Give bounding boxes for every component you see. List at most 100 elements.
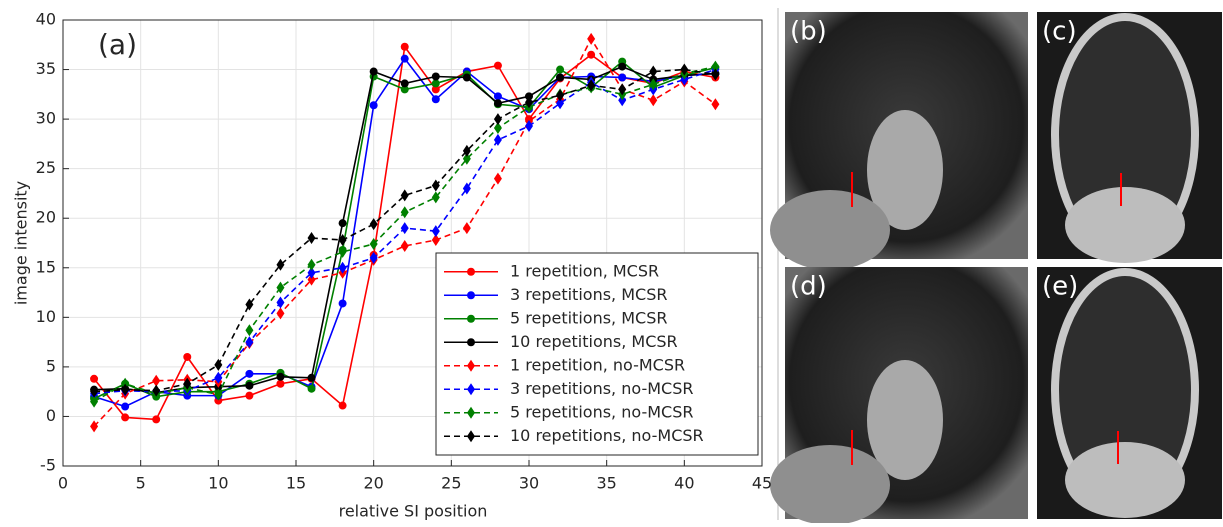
data-point	[307, 232, 316, 245]
data-point	[90, 395, 99, 408]
y-tick-label: 40	[36, 10, 56, 29]
data-point	[369, 218, 378, 231]
legend-marker	[467, 359, 475, 372]
x-tick-label: 5	[136, 474, 146, 493]
data-point	[214, 358, 223, 371]
data-point	[183, 377, 192, 390]
data-point	[245, 336, 254, 349]
data-point	[245, 324, 254, 337]
legend-label: 10 repetitions, no-MCSR	[510, 426, 704, 445]
data-point	[493, 99, 502, 108]
data-point	[338, 401, 347, 410]
x-tick-label: 20	[363, 474, 383, 493]
data-point	[90, 385, 99, 398]
data-point	[276, 307, 285, 320]
data-point	[431, 234, 440, 247]
y-tick-label: -5	[40, 456, 56, 475]
panel-label: (c)	[1042, 17, 1077, 47]
data-point	[711, 68, 720, 81]
data-point	[462, 73, 471, 82]
data-point	[121, 402, 130, 411]
data-point	[649, 78, 658, 91]
data-point	[152, 415, 161, 424]
legend-label: 3 repetitions, no-MCSR	[510, 379, 693, 398]
data-point	[183, 352, 192, 361]
data-point	[121, 413, 130, 422]
legend-marker	[467, 314, 475, 323]
data-point	[618, 62, 627, 71]
data-point	[493, 172, 502, 185]
data-point	[431, 72, 440, 81]
data-point	[214, 371, 223, 384]
data-point	[711, 60, 720, 73]
data-point	[587, 79, 596, 92]
image-b: (b)	[770, 12, 1028, 270]
data-point	[400, 79, 409, 88]
data-point	[556, 65, 565, 74]
legend-marker	[467, 338, 475, 347]
data-point	[556, 89, 565, 102]
series-line	[94, 68, 716, 393]
data-point	[556, 97, 565, 110]
data-point	[276, 372, 285, 381]
data-point	[525, 120, 533, 133]
data-point	[525, 96, 533, 109]
data-point	[618, 73, 627, 82]
data-point	[649, 65, 658, 78]
data-point	[245, 381, 254, 390]
data-point	[338, 261, 347, 274]
x-tick-label: 25	[441, 474, 461, 493]
legend-marker	[467, 267, 475, 276]
image-d: (d)	[770, 267, 1028, 525]
data-point	[400, 222, 409, 235]
data-point	[556, 73, 565, 82]
legend-label: 3 repetitions, MCSR	[510, 285, 667, 304]
data-point	[307, 266, 316, 279]
panel-label: (d)	[790, 272, 827, 302]
x-tick-label: 45	[752, 474, 772, 493]
data-point	[400, 42, 409, 51]
data-point	[245, 298, 254, 311]
data-point	[245, 369, 254, 378]
data-point	[121, 383, 130, 396]
legend-label: 1 repetition, no-MCSR	[510, 355, 685, 374]
legend-marker	[467, 383, 475, 396]
legend-box	[435, 252, 759, 456]
data-point	[431, 79, 440, 88]
image-c: (c)	[1037, 12, 1222, 263]
legend-marker	[467, 430, 475, 443]
data-point	[307, 384, 316, 393]
y-tick-label: 35	[36, 59, 56, 78]
data-point	[649, 94, 658, 107]
y-tick-label: 20	[36, 208, 56, 227]
data-point	[431, 85, 440, 94]
x-tick-label: 30	[519, 474, 539, 493]
data-point	[493, 61, 502, 70]
data-point	[400, 85, 409, 94]
panel-label: (e)	[1042, 272, 1078, 302]
image-e: (e)	[1037, 267, 1222, 519]
data-point	[587, 32, 596, 45]
plot-frame	[62, 19, 763, 467]
data-point	[276, 296, 285, 309]
y-tick-label: 30	[36, 109, 56, 128]
data-point	[493, 122, 502, 135]
x-tick-label: 0	[58, 474, 68, 493]
data-point	[90, 374, 99, 383]
data-point	[680, 63, 689, 76]
data-point	[307, 258, 316, 271]
data-point	[493, 133, 502, 146]
data-point	[152, 384, 161, 397]
data-point	[493, 92, 502, 101]
data-point	[462, 152, 471, 165]
data-point	[431, 225, 440, 238]
data-point	[462, 222, 471, 235]
x-tick-label: 10	[208, 474, 228, 493]
x-tick-label: 40	[674, 474, 694, 493]
legend-label: 5 repetitions, MCSR	[510, 308, 667, 327]
data-point	[587, 50, 596, 59]
data-point	[369, 101, 378, 110]
data-point	[369, 67, 378, 76]
data-point	[462, 144, 471, 157]
